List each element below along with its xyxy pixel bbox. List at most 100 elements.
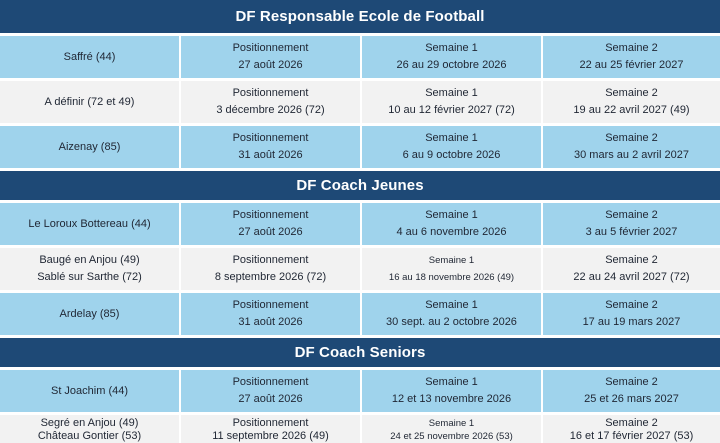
site-cell: Aizenay (85) — [0, 126, 179, 168]
cell-line: 3 au 5 février 2027 — [585, 226, 678, 238]
positionnement-cell: Positionnement 27 août 2026 — [181, 36, 360, 78]
cell-line: 27 août 2026 — [238, 393, 303, 405]
positionnement-cell: Positionnement 11 septembre 2026 (49) — [181, 415, 360, 443]
cell-line: 24 et 25 novembre 2026 (53) — [390, 431, 513, 442]
cell-line: Semaine 1 — [425, 299, 478, 311]
table-row: St Joachim (44) Positionnement 27 août 2… — [0, 370, 720, 412]
positionnement-cell: Positionnement 8 septembre 2026 (72) — [181, 248, 360, 290]
cell-line: Semaine 1 — [428, 418, 475, 429]
table-row: Aizenay (85) Positionnement 31 août 2026… — [0, 126, 720, 168]
semaine2-cell: Semaine 2 17 au 19 mars 2027 — [543, 293, 720, 335]
cell-line: Positionnement — [232, 299, 309, 311]
semaine2-cell: Semaine 2 16 et 17 février 2027 (53) — [543, 415, 720, 443]
cell-line: Positionnement — [232, 87, 309, 99]
cell-line: Semaine 2 — [605, 209, 658, 221]
section-header-df-coach-seniors: DF Coach Seniors — [0, 338, 720, 367]
cell-line: Saffré (44) — [63, 50, 116, 63]
cell-line: 8 septembre 2026 (72) — [214, 271, 327, 283]
table-row: A définir (72 et 49) Positionnement 3 dé… — [0, 81, 720, 123]
site-cell: Segré en Anjou (49) Château Gontier (53) — [0, 415, 179, 443]
cell-line: 6 au 9 octobre 2026 — [402, 149, 501, 161]
cell-line: 31 août 2026 — [238, 149, 303, 161]
cell-line: Le Loroux Bottereau (44) — [28, 217, 151, 230]
cell-line: Semaine 2 — [605, 376, 658, 388]
cell-line: A définir (72 et 49) — [44, 95, 135, 108]
cell-line: 22 au 24 avril 2027 (72) — [573, 271, 690, 283]
cell-line: 11 septembre 2026 (49) — [212, 430, 329, 442]
cell-line: Sablé sur Sarthe (72) — [37, 271, 142, 283]
cell-line: Semaine 2 — [605, 254, 658, 266]
cell-line: Semaine 1 — [425, 42, 478, 54]
cell-line: 31 août 2026 — [238, 316, 303, 328]
table-row: Ardelay (85) Positionnement 31 août 2026… — [0, 293, 720, 335]
positionnement-cell: Positionnement 3 décembre 2026 (72) — [181, 81, 360, 123]
cell-line: Ardelay (85) — [59, 307, 120, 320]
cell-line: Positionnement — [232, 417, 309, 429]
cell-line: 25 et 26 mars 2027 — [584, 393, 679, 405]
cell-line: Semaine 2 — [605, 417, 658, 429]
cell-line: Positionnement — [232, 376, 309, 388]
site-cell: A définir (72 et 49) — [0, 81, 179, 123]
semaine1-cell: Semaine 1 6 au 9 octobre 2026 — [362, 126, 541, 168]
cell-line: Positionnement — [232, 254, 309, 266]
cell-line: Positionnement — [232, 42, 309, 54]
cell-line: 26 au 29 octobre 2026 — [396, 59, 507, 71]
semaine1-cell: Semaine 1 26 au 29 octobre 2026 — [362, 36, 541, 78]
table-row: Le Loroux Bottereau (44) Positionnement … — [0, 203, 720, 245]
positionnement-cell: Positionnement 31 août 2026 — [181, 293, 360, 335]
site-cell: St Joachim (44) — [0, 370, 179, 412]
positionnement-cell: Positionnement 27 août 2026 — [181, 203, 360, 245]
cell-line: 22 au 25 février 2027 — [579, 59, 684, 71]
cell-line: Segré en Anjou (49) — [40, 417, 139, 429]
cell-line: Semaine 1 — [425, 209, 478, 221]
semaine1-cell: Semaine 1 24 et 25 novembre 2026 (53) — [362, 415, 541, 443]
semaine2-cell: Semaine 2 19 au 22 avril 2027 (49) — [543, 81, 720, 123]
cell-line: Semaine 2 — [605, 299, 658, 311]
cell-line: 19 au 22 avril 2027 (49) — [573, 104, 690, 116]
table-row: Baugé en Anjou (49) Sablé sur Sarthe (72… — [0, 248, 720, 290]
cell-line: 27 août 2026 — [238, 59, 303, 71]
cell-line: 12 et 13 novembre 2026 — [391, 393, 512, 405]
cell-line: Semaine 1 — [428, 255, 475, 266]
site-cell: Ardelay (85) — [0, 293, 179, 335]
cell-line: Positionnement — [232, 209, 309, 221]
cell-line: Semaine 2 — [605, 42, 658, 54]
site-cell: Baugé en Anjou (49) Sablé sur Sarthe (72… — [0, 248, 179, 290]
semaine1-cell: Semaine 1 16 au 18 novembre 2026 (49) — [362, 248, 541, 290]
section-header-df-responsable: DF Responsable Ecole de Football — [0, 0, 720, 33]
cell-line: 16 et 17 février 2027 (53) — [569, 430, 694, 442]
semaine2-cell: Semaine 2 25 et 26 mars 2027 — [543, 370, 720, 412]
cell-line: 27 août 2026 — [238, 226, 303, 238]
cell-line: Semaine 2 — [605, 87, 658, 99]
cell-line: Baugé en Anjou (49) — [39, 254, 140, 266]
cell-line: Semaine 1 — [425, 87, 478, 99]
semaine1-cell: Semaine 1 30 sept. au 2 octobre 2026 — [362, 293, 541, 335]
table-row: Saffré (44) Positionnement 27 août 2026 … — [0, 36, 720, 78]
cell-line: 30 sept. au 2 octobre 2026 — [386, 316, 517, 328]
site-cell: Saffré (44) — [0, 36, 179, 78]
cell-line: 10 au 12 février 2027 (72) — [388, 104, 515, 116]
cell-line: 17 au 19 mars 2027 — [582, 316, 681, 328]
cell-line: Semaine 2 — [605, 132, 658, 144]
positionnement-cell: Positionnement 27 août 2026 — [181, 370, 360, 412]
cell-line: Château Gontier (53) — [37, 430, 142, 442]
semaine2-cell: Semaine 2 30 mars au 2 avril 2027 — [543, 126, 720, 168]
cell-line: Semaine 1 — [425, 376, 478, 388]
cell-line: 30 mars au 2 avril 2027 — [574, 149, 689, 161]
positionnement-cell: Positionnement 31 août 2026 — [181, 126, 360, 168]
semaine2-cell: Semaine 2 3 au 5 février 2027 — [543, 203, 720, 245]
semaine1-cell: Semaine 1 10 au 12 février 2027 (72) — [362, 81, 541, 123]
semaine1-cell: Semaine 1 4 au 6 novembre 2026 — [362, 203, 541, 245]
cell-line: 4 au 6 novembre 2026 — [396, 226, 507, 238]
cell-line: St Joachim (44) — [50, 384, 129, 397]
semaine2-cell: Semaine 2 22 au 25 février 2027 — [543, 36, 720, 78]
cell-line: 3 décembre 2026 (72) — [216, 104, 325, 116]
table-row: Segré en Anjou (49) Château Gontier (53)… — [0, 415, 720, 443]
cell-line: 16 au 18 novembre 2026 (49) — [388, 272, 515, 283]
semaine2-cell: Semaine 2 22 au 24 avril 2027 (72) — [543, 248, 720, 290]
site-cell: Le Loroux Bottereau (44) — [0, 203, 179, 245]
cell-line: Semaine 1 — [425, 132, 478, 144]
cell-line: Aizenay (85) — [58, 140, 121, 153]
section-header-df-coach-jeunes: DF Coach Jeunes — [0, 171, 720, 200]
